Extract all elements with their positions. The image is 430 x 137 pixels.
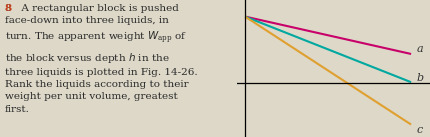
Text: b: b — [416, 73, 423, 83]
Text: 8: 8 — [5, 4, 12, 13]
Text: 8   A rectangular block is pushed
face-down into three liquids, in
turn. The app: 8 A rectangular block is pushed face-dow… — [5, 4, 197, 114]
Text: a: a — [416, 44, 423, 54]
Text: c: c — [416, 125, 422, 135]
